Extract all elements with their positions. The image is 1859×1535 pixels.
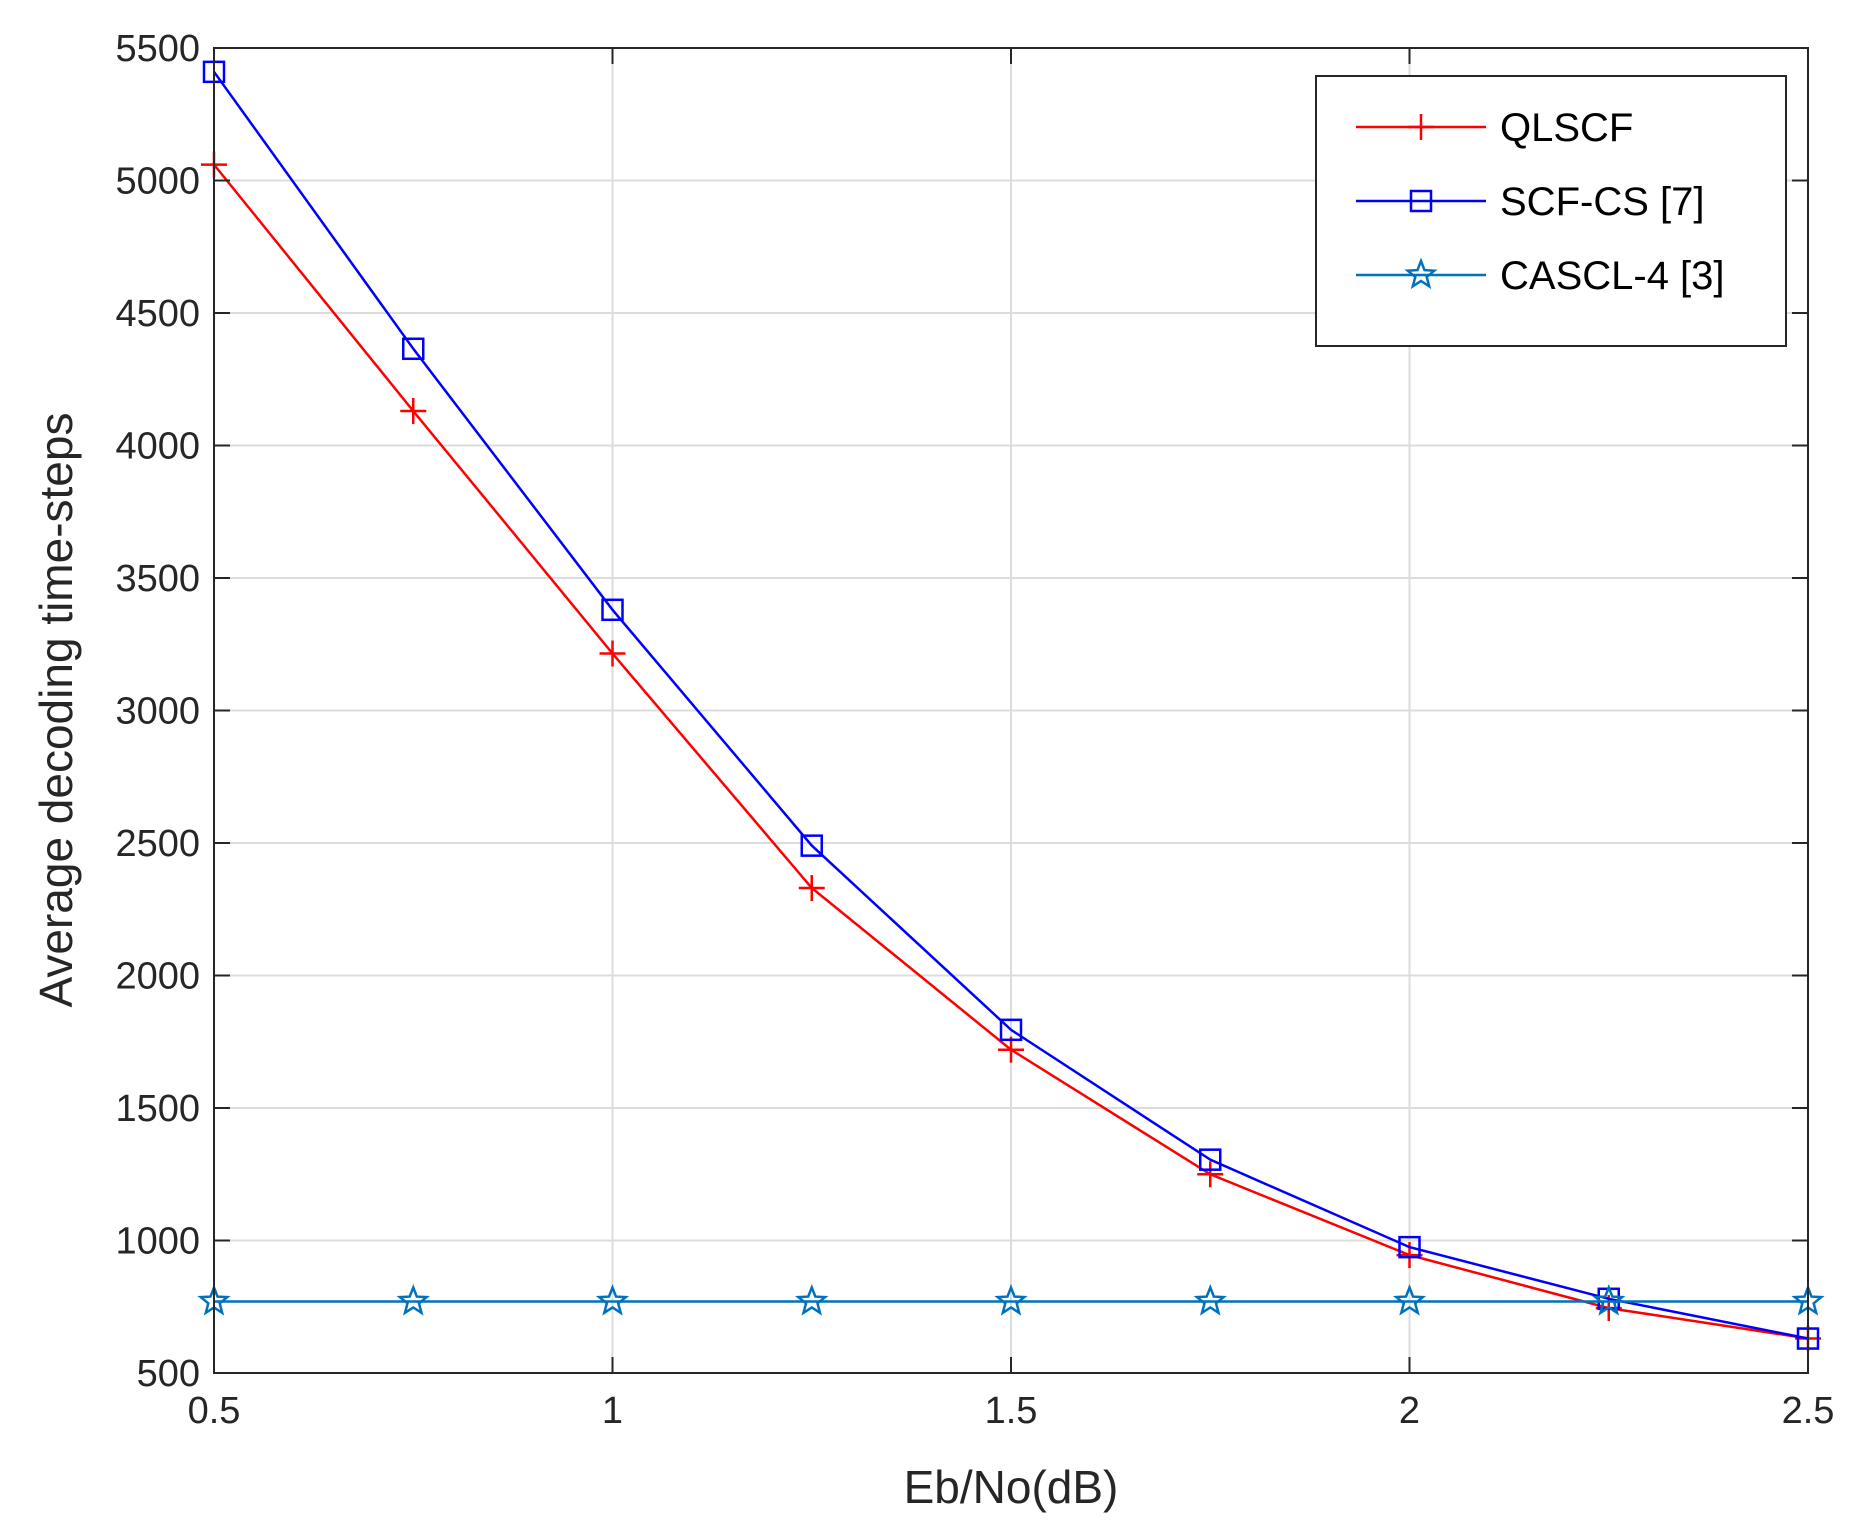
y-tick-label: 1000 (115, 1221, 200, 1263)
legend-item-2: CASCL-4 [3] (1356, 254, 1725, 298)
data-point (599, 640, 626, 667)
legend-item-1: SCF-CS [7] (1356, 180, 1704, 224)
data-point (1193, 1284, 1227, 1316)
data-point (1392, 1284, 1427, 1316)
grid (213, 47, 1809, 1374)
data-point (1398, 1235, 1421, 1259)
data-point (798, 875, 825, 902)
data-point (1592, 1284, 1626, 1316)
data-point (1199, 1148, 1222, 1171)
data-point (402, 337, 425, 361)
y-axis-title: Average decoding time-steps (30, 413, 82, 1008)
x-axis-title: Eb/No(dB) (904, 1461, 1119, 1513)
y-tick-label: 4000 (115, 426, 200, 468)
data-point (601, 598, 624, 622)
x-tick-label: 2 (1399, 1390, 1420, 1432)
data-point (595, 1284, 630, 1316)
legend-marker (1409, 189, 1433, 213)
data-point (396, 1284, 430, 1316)
legend-label: QLSCF (1500, 106, 1633, 150)
data-point (994, 1284, 1028, 1316)
y-tick-label: 3500 (115, 558, 200, 600)
legend-marker (1404, 257, 1438, 290)
data-point (400, 398, 427, 425)
axis-ticks: 0.5 1 1.5 2 2.5 500 1000 1500 2000 2500 3000 3500 40… (115, 28, 1834, 1432)
y-tick-label: 1500 (115, 1088, 200, 1130)
y-tick-label: 5000 (115, 161, 200, 203)
legend-label: CASCL-4 [3] (1500, 254, 1725, 298)
y-tick-label: 5500 (115, 28, 200, 70)
legend-marker (1408, 114, 1434, 140)
y-tick-label: 3000 (115, 691, 200, 733)
data-point (999, 1018, 1023, 1042)
x-tick-label: 1 (602, 1390, 623, 1432)
legend-item-0: QLSCF (1356, 106, 1633, 150)
legend-label: SCF-CS [7] (1500, 180, 1704, 224)
series-line (212, 71, 1809, 1340)
legend-box (1315, 75, 1787, 347)
data-point (800, 834, 823, 857)
y-tick-label: 2000 (115, 956, 200, 998)
y-tick-label: 4500 (115, 293, 200, 335)
x-tick-label: 0.5 (188, 1390, 241, 1432)
y-tick-label: 500 (137, 1353, 200, 1395)
y-tick-label: 2500 (115, 823, 200, 865)
data-point (795, 1284, 829, 1316)
data-point (1197, 1161, 1224, 1188)
x-tick-label: 1.5 (985, 1390, 1038, 1432)
x-tick-label: 2.5 (1782, 1390, 1835, 1432)
legend: QLSCF SCF-CS [7] CASCL-4 [3] (1315, 75, 1787, 347)
